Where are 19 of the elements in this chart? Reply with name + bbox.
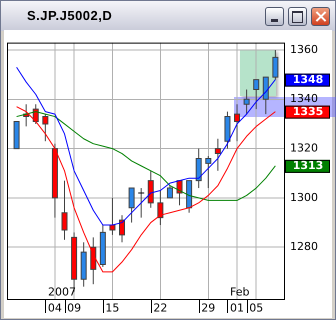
x-tick-label: 29 (201, 301, 216, 314)
annotation: 2007 (48, 285, 76, 298)
data-label: 1335 (292, 104, 324, 118)
x-tick-label: 01 (230, 301, 244, 314)
x-tick-label: 22 (153, 301, 168, 314)
x-tick-label: 04 (48, 301, 62, 314)
y-tick-label: 1300 (290, 190, 318, 204)
x-tick-label: 05 (249, 301, 264, 314)
y-tick-label: 1280 (290, 240, 318, 254)
x-tick-label: 15 (105, 301, 120, 314)
y-tick-label: 1320 (290, 141, 318, 154)
y-tick-label: 1360 (290, 42, 318, 56)
data-label: 1313 (292, 159, 324, 172)
annotation: Feb (230, 285, 250, 298)
chart-title: S.JP.J5002,D (27, 8, 112, 23)
y-tick-label: 1340 (290, 92, 318, 106)
x-tick-label: 09 (67, 301, 82, 314)
candlestick (138, 188, 145, 218)
data-label: 1348 (292, 72, 324, 86)
